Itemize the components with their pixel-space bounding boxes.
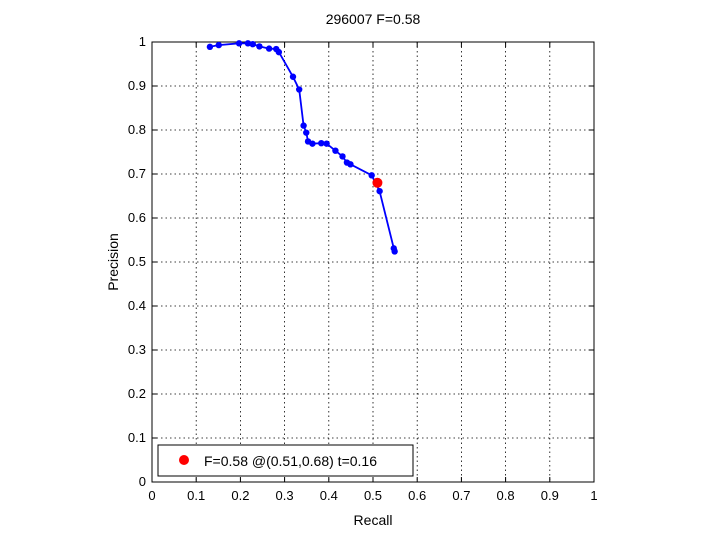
legend-box — [157, 444, 414, 477]
y-axis-label: Precision — [105, 233, 121, 291]
x-tick-label: 0.6 — [408, 488, 426, 503]
y-axis-tick-labels: 0 0.1 0.2 0.3 0.4 0.5 0.6 0.7 0.8 0.9 1 — [128, 34, 146, 489]
data-point — [256, 43, 263, 50]
data-point — [376, 187, 383, 195]
x-axis-label: Recall — [354, 512, 393, 528]
x-tick-label: 0.1 — [187, 488, 205, 503]
legend: F=0.58 @(0.51,0.68) t=0.16 — [157, 444, 414, 477]
x-tick-label: 0.2 — [231, 488, 249, 503]
x-tick-label: 0.9 — [541, 488, 559, 503]
y-tick-label: 0.4 — [128, 298, 146, 313]
data-point — [303, 129, 310, 136]
data-point — [265, 45, 273, 52]
data-point — [368, 172, 375, 179]
best-point-marker — [372, 177, 383, 188]
data-point — [206, 43, 214, 51]
x-tick-label: 0.5 — [364, 488, 382, 503]
y-tick-label: 0.5 — [128, 254, 146, 269]
y-tick-label: 1 — [139, 34, 146, 49]
data-point — [332, 147, 339, 154]
series-line — [209, 42, 396, 252]
data-point — [318, 140, 325, 147]
legend-entry-label: F=0.58 @(0.51,0.68) t=0.16 — [204, 453, 377, 469]
y-tick-label: 0 — [139, 474, 146, 489]
data-point — [347, 161, 354, 168]
data-point — [244, 40, 252, 47]
x-tick-label: 1 — [590, 488, 597, 503]
data-point — [249, 41, 256, 48]
y-tick-label: 0.9 — [128, 78, 146, 93]
x-tick-label: 0.8 — [497, 488, 515, 503]
x-axis-tick-labels: 0 0.1 0.2 0.3 0.4 0.5 0.6 0.7 0.8 0.9 1 — [148, 488, 597, 503]
data-point — [215, 41, 222, 49]
data-point — [275, 48, 283, 56]
x-tick-label: 0 — [148, 488, 155, 503]
data-point — [323, 140, 330, 147]
x-tick-label: 0.7 — [452, 488, 470, 503]
best-f-point — [372, 177, 383, 188]
x-tick-label: 0.3 — [276, 488, 294, 503]
data-point — [309, 140, 316, 147]
grid-lines — [152, 42, 594, 482]
data-point — [300, 122, 307, 129]
data-point — [295, 86, 303, 93]
y-tick-label: 0.7 — [128, 166, 146, 181]
data-point — [391, 248, 398, 255]
y-tick-label: 0.6 — [128, 210, 146, 225]
precision-recall-series — [206, 40, 398, 255]
y-tick-label: 0.8 — [128, 122, 146, 137]
data-point — [289, 73, 297, 80]
data-point — [235, 40, 243, 47]
legend-marker — [179, 455, 189, 465]
y-tick-label: 0.1 — [128, 430, 146, 445]
data-point — [339, 153, 346, 160]
y-tick-label: 0.3 — [128, 342, 146, 357]
chart-title: 296007 F=0.58 — [326, 11, 421, 27]
y-tick-label: 0.2 — [128, 386, 146, 401]
x-tick-label: 0.4 — [320, 488, 338, 503]
